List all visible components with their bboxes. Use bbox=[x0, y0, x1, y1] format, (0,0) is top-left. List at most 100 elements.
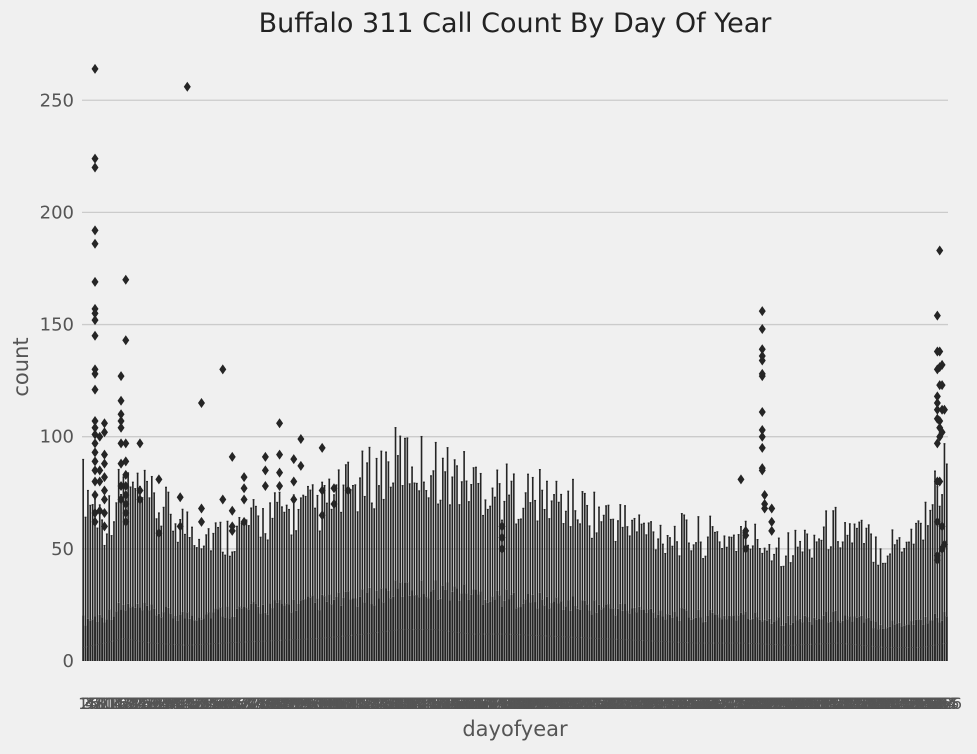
box-body bbox=[498, 595, 501, 661]
x-tick-label: 355 bbox=[906, 694, 937, 713]
box-body bbox=[766, 620, 768, 661]
outlier-point bbox=[290, 454, 298, 465]
box-body bbox=[425, 596, 428, 661]
outliers bbox=[91, 63, 948, 566]
x-tick-label: 139 bbox=[394, 694, 425, 713]
x-tick-label: 1 bbox=[78, 694, 88, 713]
x-tick-label: 243 bbox=[641, 694, 672, 713]
box-body bbox=[787, 615, 790, 661]
x-tick-label: 178 bbox=[487, 694, 518, 713]
box-body bbox=[489, 601, 492, 661]
x-tick-label: 256 bbox=[671, 694, 702, 713]
x-tick-label: 270 bbox=[704, 694, 735, 713]
box-body bbox=[283, 605, 286, 661]
x-tick-label: 365 bbox=[929, 694, 960, 713]
box-body bbox=[361, 589, 364, 661]
box-body bbox=[176, 620, 179, 661]
x-tick-label: 298 bbox=[771, 694, 802, 713]
x-tick-label: 156 bbox=[435, 694, 466, 713]
x-tick-label: 208 bbox=[558, 694, 589, 713]
box-body bbox=[153, 608, 156, 661]
box-body bbox=[818, 618, 820, 661]
x-tick-label: 14 bbox=[104, 694, 124, 713]
x-tick-label: 211 bbox=[565, 694, 596, 713]
x-tick-label: 172 bbox=[473, 694, 504, 713]
box-body bbox=[217, 609, 219, 661]
x-tick-label: 362 bbox=[922, 694, 953, 713]
outlier-point bbox=[758, 407, 766, 418]
outlier-point bbox=[100, 418, 108, 429]
x-tick-label: 263 bbox=[688, 694, 719, 713]
box-body bbox=[579, 609, 582, 661]
x-tick-label: 158 bbox=[439, 694, 470, 713]
x-axis-label: dayofyear bbox=[462, 717, 568, 741]
x-tick-label: 76 bbox=[250, 694, 270, 713]
outlier-point bbox=[122, 481, 130, 492]
outlier-point bbox=[240, 483, 248, 494]
box-body bbox=[721, 619, 723, 661]
x-tick-label: 189 bbox=[513, 694, 544, 713]
box-body bbox=[773, 621, 776, 661]
x-tick-label: 21 bbox=[120, 694, 140, 713]
x-tick-label: 281 bbox=[730, 694, 761, 713]
x-tick-label: 199 bbox=[536, 694, 567, 713]
x-tick-label: 274 bbox=[714, 694, 745, 713]
x-tick-label: 151 bbox=[423, 694, 454, 713]
x-tick-label: 75 bbox=[248, 694, 268, 713]
box-body bbox=[837, 620, 839, 661]
outlier-point bbox=[117, 481, 125, 492]
x-tick-label: 245 bbox=[645, 694, 676, 713]
outlier-point bbox=[91, 330, 99, 341]
box-body bbox=[631, 608, 634, 661]
box-body bbox=[678, 620, 681, 661]
x-tick-label: 262 bbox=[685, 694, 716, 713]
box-body bbox=[614, 615, 617, 661]
x-tick-label: 35 bbox=[153, 694, 173, 713]
box-body bbox=[484, 599, 487, 661]
x-tick-label: 123 bbox=[357, 694, 388, 713]
box-body bbox=[496, 590, 499, 661]
outlier-point bbox=[940, 404, 948, 415]
outlier-point bbox=[91, 476, 99, 487]
outlier-point bbox=[276, 449, 284, 460]
x-tick-label: 329 bbox=[844, 694, 875, 713]
box-body bbox=[285, 603, 288, 661]
box-body bbox=[680, 608, 683, 661]
box-body bbox=[685, 610, 688, 661]
x-tick-label: 293 bbox=[759, 694, 790, 713]
x-tick-label: 251 bbox=[659, 694, 690, 713]
outlier-point bbox=[933, 555, 941, 566]
x-tick-label: 23 bbox=[125, 694, 145, 713]
outlier-point bbox=[197, 516, 205, 527]
box-body bbox=[870, 620, 873, 661]
box-body bbox=[893, 624, 896, 661]
outlier-point bbox=[117, 415, 125, 426]
x-tick-label: 36 bbox=[156, 694, 176, 713]
outlier-point bbox=[100, 458, 108, 469]
box-body bbox=[602, 607, 605, 661]
box-body bbox=[186, 612, 189, 661]
x-tick-label: 13 bbox=[101, 694, 121, 713]
x-tick-label: 109 bbox=[323, 694, 354, 713]
x-tick-label: 278 bbox=[723, 694, 754, 713]
x-tick-label: 323 bbox=[830, 694, 861, 713]
x-tick-label: 217 bbox=[579, 694, 610, 713]
box-body bbox=[801, 622, 804, 661]
x-tick-label: 11 bbox=[97, 694, 117, 713]
x-tick-label: 143 bbox=[404, 694, 435, 713]
x-tick-label: 73 bbox=[243, 694, 263, 713]
outlier-point bbox=[758, 431, 766, 442]
box-body bbox=[370, 604, 373, 661]
box-body bbox=[219, 607, 222, 661]
x-tick-label: 17 bbox=[111, 694, 131, 713]
x-tick-label: 56 bbox=[203, 694, 223, 713]
box-body bbox=[841, 620, 844, 661]
x-tick-label: 31 bbox=[144, 694, 164, 713]
outlier-point bbox=[122, 456, 130, 467]
x-tick-label: 27 bbox=[135, 694, 155, 713]
box-body bbox=[541, 599, 544, 661]
x-tick-label: 96 bbox=[298, 694, 318, 713]
x-tick-label: 82 bbox=[265, 694, 285, 713]
outlier-point bbox=[96, 465, 104, 476]
